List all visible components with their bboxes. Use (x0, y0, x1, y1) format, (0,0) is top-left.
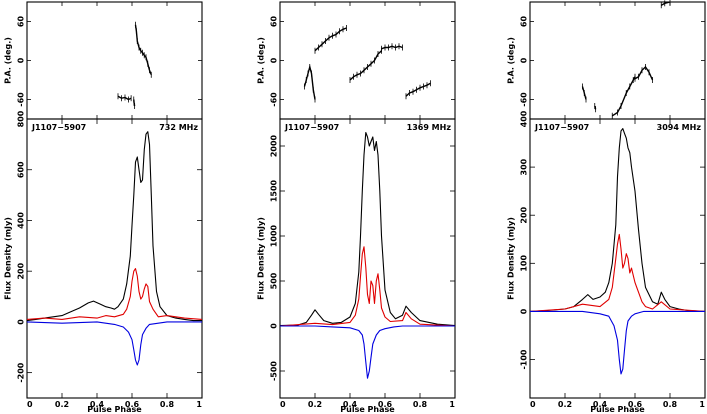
frequency-label: 3094 MHz (657, 123, 702, 132)
flux-tick-label: -500 (270, 361, 279, 381)
flux-plot-frame (279, 118, 456, 399)
flux-tick-label: 200 (17, 262, 26, 279)
x-tick-label: 0.2 (308, 400, 322, 409)
flux-tick-label: -100 (520, 349, 529, 369)
pa-tick-label: 60 (520, 16, 529, 28)
pa-plot-frame (529, 1, 706, 120)
x-tick-label: 1 (699, 400, 705, 409)
flux-tick-label: 100 (520, 255, 529, 272)
pa-tick-label: -60 (270, 92, 279, 107)
flux-tick-label: 0 (520, 308, 529, 314)
flux-tick-label: 0 (17, 319, 26, 325)
position-angle-trace (349, 50, 382, 81)
flux-tick-label: 400 (520, 110, 529, 127)
x-tick-label: 0.4 (90, 400, 105, 409)
position-angle-trace (314, 27, 347, 52)
position-angle-trace (134, 24, 152, 76)
pa-tick-label: 0 (270, 57, 279, 63)
x-tick-label: 0.2 (55, 400, 69, 409)
pa-tick-label: 0 (17, 57, 26, 63)
flux-tick-label: 1500 (270, 179, 279, 202)
flux-axis-label: Flux Density (mJy) (257, 217, 266, 300)
x-tick-label: 0.4 (593, 400, 608, 409)
flux-tick-label: 2000 (270, 134, 279, 157)
flux-tick-label: 600 (17, 161, 26, 178)
flux-tick-label: 0 (270, 323, 279, 329)
pa-plot-frame (279, 1, 456, 120)
pa-tick-label: -60 (520, 92, 529, 107)
position-angle-trace (117, 95, 132, 101)
x-tick-label: 0 (530, 400, 536, 409)
series-total-line (279, 131, 456, 327)
pa-tick-label: 60 (270, 16, 279, 28)
x-tick-label: 0.4 (343, 400, 358, 409)
flux-tick-label: 500 (270, 272, 279, 289)
flux-tick-label: 400 (17, 212, 26, 229)
x-axis-label: Pulse Phase (340, 405, 395, 414)
series-linear-line (529, 233, 706, 312)
x-tick-label: 0.2 (558, 400, 572, 409)
pa-axis-label: P.A. (deg.) (4, 37, 13, 84)
x-tick-label: 0.8 (413, 400, 428, 409)
x-axis-label: Pulse Phase (87, 405, 142, 414)
pa-tick-label: 60 (17, 16, 26, 28)
x-tick-label: 0 (280, 400, 286, 409)
series-linear-line (279, 246, 456, 327)
pulsar-name-label: J1107−5907 (31, 123, 86, 132)
x-tick-label: 1 (196, 400, 202, 409)
panel-3: 0 0.2 0.4 0.6 0.8 1 Pulse Phase -100 0 100 200 300 4… (507, 0, 706, 414)
x-tick-label: 0.6 (378, 400, 393, 409)
flux-tick-label: 200 (520, 206, 529, 223)
series-linear-line (26, 268, 203, 320)
flux-axis-label: Flux Density (mJy) (4, 217, 13, 300)
pa-tick-label: 0 (520, 57, 529, 63)
pa-axis-label: P.A. (deg.) (257, 37, 266, 84)
x-tick-label: 0.8 (160, 400, 175, 409)
frequency-label: 732 MHz (159, 123, 198, 132)
position-angle-trace (634, 65, 654, 81)
panel-2: 0 0.2 0.4 0.6 0.8 1 Pulse Phase -500 0 500 1000 150… (257, 1, 456, 414)
position-angle-trace (405, 82, 431, 97)
position-angle-trace (611, 76, 636, 117)
flux-plot-frame (26, 118, 203, 399)
x-axis-label: Pulse Phase (590, 405, 645, 414)
x-tick-label: 0.6 (628, 400, 643, 409)
x-tick-label: 0.6 (125, 400, 140, 409)
series-circular-line (530, 310, 705, 375)
flux-tick-label: 800 (17, 110, 26, 127)
flux-axis-label: Flux Density (mJy) (507, 217, 516, 300)
series-total-line (26, 131, 202, 322)
pulsar-name-label: J1107−5907 (284, 123, 339, 132)
series-total-line (529, 128, 706, 312)
pa-tick-label: -60 (17, 92, 26, 107)
x-tick-label: 0 (27, 400, 33, 409)
flux-tick-label: -200 (17, 362, 26, 382)
x-tick-label: 0.8 (663, 400, 678, 409)
series-circular-line (26, 321, 202, 366)
flux-plot-frame (529, 118, 706, 399)
series-circular-line (280, 325, 455, 379)
flux-tick-label: 1000 (270, 224, 279, 247)
pulsar-name-label: J1107−5907 (534, 123, 589, 132)
pa-plot-frame (26, 1, 203, 120)
flux-tick-label: 300 (520, 158, 529, 175)
frequency-label: 1369 MHz (407, 123, 452, 132)
pa-axis-label: P.A. (deg.) (507, 37, 516, 84)
position-angle-trace (303, 64, 316, 100)
x-tick-label: 1 (449, 400, 455, 409)
